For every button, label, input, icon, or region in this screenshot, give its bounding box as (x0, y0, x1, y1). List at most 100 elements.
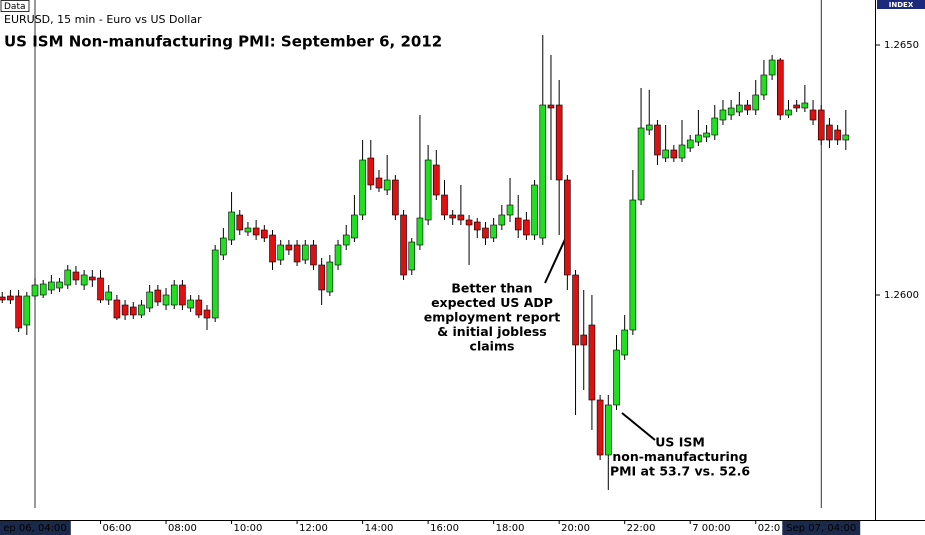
index-tag: INDEX (889, 1, 914, 9)
candle-body (547, 104, 555, 109)
x-tick-label: 16:00 (430, 523, 459, 534)
candle-body (261, 229, 268, 239)
candle-body (48, 281, 55, 291)
y-tick-label: 1.2650 (884, 40, 919, 51)
candle-body (596, 399, 604, 456)
candle-body (80, 274, 88, 286)
candle-body (129, 306, 137, 316)
candle-body (293, 244, 301, 263)
candle-body (252, 227, 260, 236)
candle-body (39, 283, 47, 296)
candle-body (31, 284, 39, 297)
annotation: US ISM (655, 435, 705, 450)
candle-body (392, 179, 399, 216)
candle-body (695, 134, 702, 143)
candle-body (367, 157, 375, 186)
candle-body (97, 277, 104, 301)
candle-body (351, 214, 358, 239)
candle-body (121, 304, 129, 316)
candle-body (301, 244, 309, 261)
candle-body (604, 404, 612, 456)
candle-body (269, 234, 276, 263)
chart-title: US ISM Non-manufacturing PMI: September … (4, 33, 442, 51)
candle-body (228, 211, 235, 241)
candle-body (457, 214, 465, 221)
candle-body (473, 221, 481, 231)
annotation-arrow (621, 412, 656, 441)
candle-body (719, 109, 727, 121)
candle-body (613, 349, 620, 406)
candle-body (146, 291, 153, 309)
candle-body (154, 289, 162, 303)
candle-body (801, 102, 809, 109)
candle-body (64, 269, 72, 286)
x-tick-label: 7 00:00 (692, 523, 730, 534)
y-tick-label: 1.2600 (884, 290, 919, 301)
candle-body (588, 324, 596, 401)
x-cursor-label: ep 06, 04:00 (3, 523, 67, 534)
candle-body (449, 214, 456, 219)
candle-body (654, 124, 661, 156)
annotation: expected US ADP (431, 295, 553, 310)
annotation: Better than (451, 281, 532, 296)
candle-body (752, 94, 760, 111)
candle-body (686, 139, 694, 149)
candle-body (203, 309, 211, 319)
annotation: non-manufacturing (612, 449, 747, 464)
candle-body (809, 109, 817, 121)
data-tag: Data (4, 2, 26, 12)
x-tick-label: 06:00 (103, 523, 132, 534)
candle-body (408, 241, 416, 271)
candle-body (179, 284, 186, 306)
candle-body (7, 295, 14, 301)
x-cursor-label: Sep 07, 04:00 (786, 523, 856, 534)
candle-body (334, 244, 342, 266)
candle-body (727, 107, 735, 116)
candle-body (244, 227, 252, 233)
candle-body (834, 129, 841, 141)
candle-body (383, 179, 391, 191)
candle-body (195, 299, 203, 316)
candle-body (711, 117, 719, 136)
candle-body (564, 179, 571, 276)
candle-body (15, 295, 22, 329)
candle-body (539, 104, 547, 239)
candle-body (56, 281, 63, 289)
candle-body (113, 299, 121, 319)
x-cursor-box (0, 521, 71, 535)
candle-body (138, 304, 145, 316)
candle-body (187, 299, 194, 309)
candle-body (744, 104, 751, 111)
candle-body (310, 244, 317, 266)
candle-body (498, 214, 506, 226)
candle-body (441, 194, 448, 216)
candle-body (506, 204, 514, 216)
candle-body (318, 264, 325, 291)
candle-body (768, 59, 776, 76)
candle-body (0, 296, 6, 301)
candle-body (416, 217, 424, 246)
candle-body (662, 149, 669, 159)
candle-body (285, 244, 293, 251)
candle-body (236, 214, 244, 231)
candle-body (465, 219, 473, 226)
x-tick-label: 18:00 (496, 523, 525, 534)
x-tick-label: 22:00 (627, 523, 656, 534)
candle-body (277, 244, 285, 261)
annotation-arrow (544, 234, 568, 284)
x-tick-label: 08:00 (168, 523, 197, 534)
x-tick-label: 14:00 (365, 523, 394, 534)
candle-body (375, 177, 383, 189)
candle-body (514, 217, 522, 231)
candle-body (424, 159, 432, 221)
candle-body (637, 127, 645, 201)
candle-body (785, 109, 792, 116)
x-tick-label: 20:00 (561, 523, 590, 534)
candle-body (629, 199, 637, 331)
candle-body (72, 271, 80, 281)
x-cursor-box (782, 521, 861, 535)
candle-body (580, 334, 588, 346)
candle-body (555, 104, 563, 181)
